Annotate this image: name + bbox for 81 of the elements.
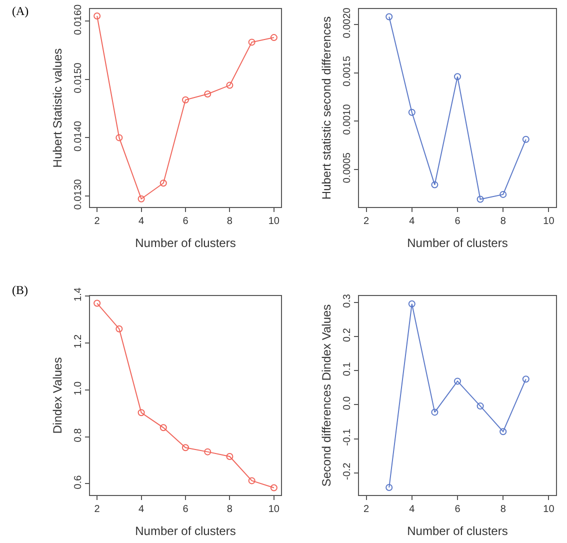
x-tick-label: 10 xyxy=(268,504,280,515)
x-tick-label: 10 xyxy=(543,216,555,227)
x-tick-label: 4 xyxy=(409,216,416,227)
point xyxy=(138,409,145,416)
x-tick-label: 8 xyxy=(500,504,506,515)
point xyxy=(182,96,189,104)
x-tick-label: 4 xyxy=(138,216,145,227)
point xyxy=(204,90,212,98)
y-axis-title: Hubert statistic second differences xyxy=(319,16,334,200)
x-tick-label: 8 xyxy=(226,216,233,227)
y-tick-label: 0.1 xyxy=(342,362,353,376)
x-axis-title: Number of clusters xyxy=(407,236,508,250)
x-tick-label: 2 xyxy=(364,216,370,227)
x-tick-label: 10 xyxy=(268,216,280,227)
x-tick-label: 4 xyxy=(409,504,416,515)
point xyxy=(138,195,145,202)
y-tick-label: 1.2 xyxy=(73,334,84,348)
point xyxy=(522,136,530,143)
y-tick-label: 0.0 xyxy=(342,396,353,410)
x-tick-label: 8 xyxy=(500,216,506,227)
point xyxy=(94,300,101,307)
y-tick-label: 0.0140 xyxy=(73,120,84,152)
y-axis-title: Second differences Dindex Values xyxy=(319,304,334,487)
x-axis-title: Number of clusters xyxy=(135,236,236,250)
point xyxy=(408,300,416,308)
x-tick-label: 2 xyxy=(94,216,100,227)
point xyxy=(248,477,256,484)
point xyxy=(204,448,212,456)
point xyxy=(270,484,278,492)
x-tick-label: 6 xyxy=(454,504,461,515)
y-tick-label: 0.6 xyxy=(73,474,84,490)
y-tick-label: 0.0130 xyxy=(73,178,84,210)
x-tick-label: 6 xyxy=(454,216,461,227)
y-tick-label: 0.2 xyxy=(342,328,353,342)
y-tick-label: 0.3 xyxy=(342,294,353,308)
point xyxy=(116,325,123,332)
point xyxy=(160,424,167,432)
point xyxy=(476,196,484,203)
point xyxy=(182,444,189,452)
point xyxy=(500,428,507,436)
y-tick-label: -0.1 xyxy=(342,428,353,446)
point xyxy=(226,82,234,89)
x-axis-title: Number of clusters xyxy=(407,524,508,538)
y-axis-title: Dindex Values xyxy=(50,357,64,434)
point xyxy=(386,484,393,491)
point xyxy=(160,180,167,187)
x-tick-label: 6 xyxy=(182,504,189,515)
y-tick-label: -0.2 xyxy=(342,462,353,480)
y-tick-label: 0.0020 xyxy=(342,7,353,38)
point xyxy=(454,73,461,80)
point xyxy=(248,38,256,46)
point xyxy=(94,12,101,20)
point xyxy=(386,13,393,20)
text: (B) xyxy=(12,283,28,297)
point xyxy=(454,378,461,385)
point xyxy=(522,376,530,383)
point xyxy=(270,34,278,42)
x-tick-label: 2 xyxy=(94,504,100,515)
point xyxy=(476,402,484,410)
point xyxy=(116,134,123,142)
y-tick-label: 0.0160 xyxy=(73,4,84,36)
x-tick-label: 2 xyxy=(364,504,370,515)
y-tick-label: 1.0 xyxy=(73,380,84,396)
y-tick-label: 0.8 xyxy=(73,428,84,442)
point xyxy=(500,190,507,198)
text: (A) xyxy=(12,4,29,18)
x-tick-label: 4 xyxy=(138,504,145,515)
y-tick-label: 0.0005 xyxy=(342,152,353,184)
point xyxy=(431,408,438,416)
point xyxy=(408,108,416,116)
x-tick-label: 6 xyxy=(182,216,189,227)
x-axis-title: Number of clusters xyxy=(135,524,236,538)
y-tick-label: 0.0150 xyxy=(73,62,84,94)
point xyxy=(226,453,234,460)
y-axis-title: Hubert Statistic values xyxy=(50,48,64,168)
point xyxy=(431,181,438,188)
y-tick-label: 0.0015 xyxy=(342,56,353,87)
y-tick-label: 1.4 xyxy=(73,287,84,302)
x-tick-label: 8 xyxy=(226,504,233,515)
y-tick-label: 0.0010 xyxy=(342,104,353,135)
x-tick-label: 10 xyxy=(543,504,555,515)
